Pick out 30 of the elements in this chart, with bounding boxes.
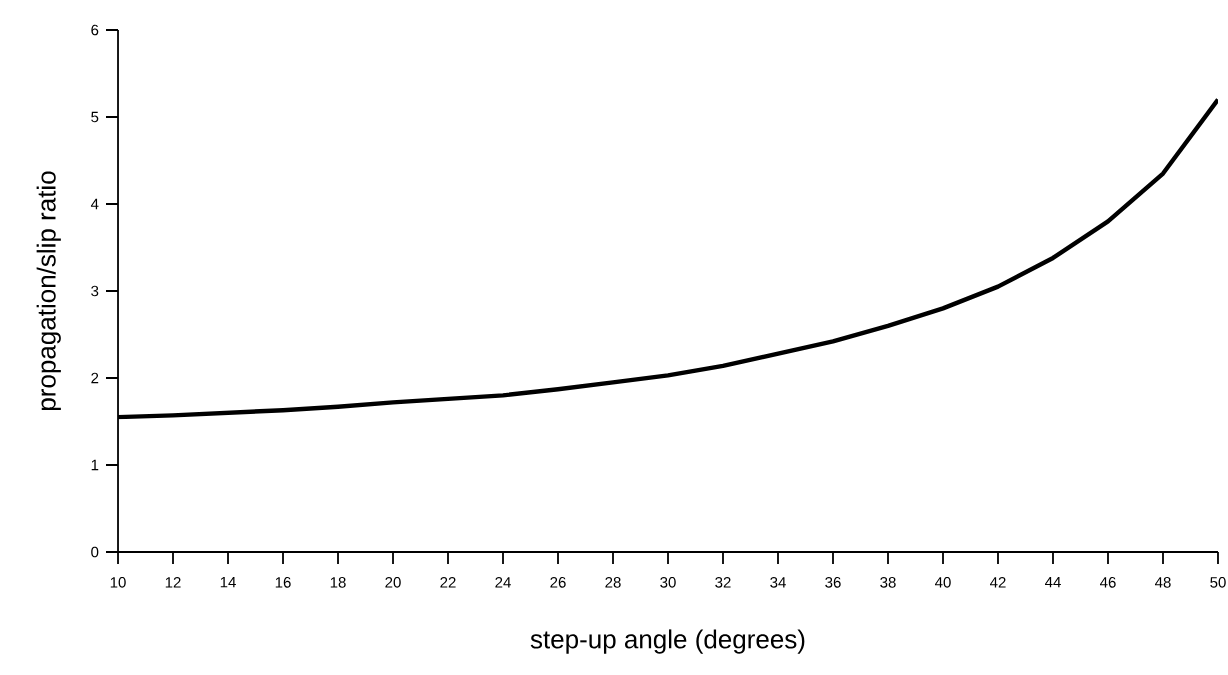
x-tick-label: 42 [990, 577, 1006, 588]
x-tick-label: 38 [880, 577, 896, 588]
x-axis-title: step-up angle (degrees) [530, 629, 805, 654]
y-tick-label: 2 [91, 372, 99, 384]
x-tick-label: 18 [330, 577, 346, 588]
x-tick-label: 36 [825, 577, 841, 588]
x-tick-label: 10 [110, 577, 126, 588]
x-tick-label: 34 [770, 577, 786, 588]
x-tick-label: 50 [1210, 577, 1226, 588]
y-tick-label: 3 [91, 285, 99, 297]
x-tick-label: 22 [440, 577, 456, 588]
x-tick-label: 40 [935, 577, 951, 588]
x-tick-label: 48 [1155, 577, 1171, 588]
y-tick-label: 0 [91, 546, 99, 558]
y-tick-label: 1 [91, 459, 99, 471]
x-tick-label: 20 [385, 577, 401, 588]
y-axis-title: propagation/slip ratio [36, 171, 61, 411]
x-tick-label: 44 [1045, 577, 1061, 588]
x-tick-label: 28 [605, 577, 621, 588]
y-tick-label: 6 [91, 24, 99, 36]
x-tick-label: 32 [715, 577, 731, 588]
x-tick-label: 24 [495, 577, 511, 588]
y-tick-label: 4 [90, 198, 99, 210]
y-tick-label: 5 [91, 111, 99, 123]
x-tick-label: 16 [275, 577, 291, 588]
x-tick-label: 30 [660, 577, 676, 588]
x-tick-label: 26 [550, 577, 566, 588]
x-tick-label: 46 [1100, 577, 1116, 588]
x-tick-label: 14 [220, 577, 236, 588]
x-tick-label: 12 [165, 577, 181, 588]
